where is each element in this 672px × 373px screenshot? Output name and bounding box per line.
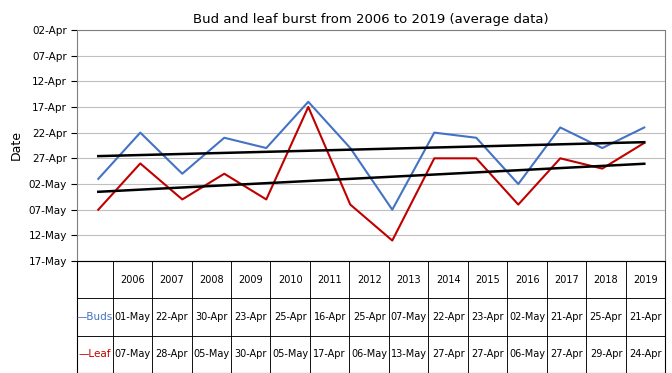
Bar (192, 261, 231, 298)
Text: 28-Apr: 28-Apr (155, 350, 188, 359)
Text: 05-May: 05-May (272, 350, 308, 359)
Text: 25-Apr: 25-Apr (353, 312, 386, 322)
Bar (547, 298, 586, 336)
Text: 17-Apr: 17-Apr (313, 350, 346, 359)
Text: 05-May: 05-May (193, 350, 229, 359)
Text: 21-Apr: 21-Apr (550, 312, 583, 322)
Text: 22-Apr: 22-Apr (155, 312, 188, 322)
Text: 06-May: 06-May (351, 350, 387, 359)
Text: 22-Apr: 22-Apr (432, 312, 464, 322)
Bar (468, 336, 507, 373)
Bar (310, 298, 349, 336)
Bar (152, 261, 192, 298)
Bar (310, 261, 349, 298)
Bar (270, 298, 310, 336)
Bar (270, 336, 310, 373)
Bar (310, 336, 349, 373)
Text: 16-Apr: 16-Apr (314, 312, 346, 322)
Bar (349, 261, 389, 298)
Text: 25-Apr: 25-Apr (590, 312, 622, 322)
Text: 27-Apr: 27-Apr (471, 350, 504, 359)
Text: 02-May: 02-May (509, 312, 545, 322)
Text: 29-Apr: 29-Apr (590, 350, 622, 359)
Text: 2017: 2017 (554, 275, 579, 285)
Text: —Buds: —Buds (77, 312, 113, 322)
Text: 07-May: 07-May (114, 350, 151, 359)
Text: 2016: 2016 (515, 275, 540, 285)
Text: 2013: 2013 (396, 275, 421, 285)
Text: 2010: 2010 (278, 275, 302, 285)
Title: Bud and leaf burst from 2006 to 2019 (average data): Bud and leaf burst from 2006 to 2019 (av… (194, 13, 549, 26)
Text: 23-Apr: 23-Apr (471, 312, 504, 322)
Bar (389, 336, 429, 373)
Bar (192, 336, 231, 373)
Text: 30-Apr: 30-Apr (195, 312, 227, 322)
Text: 24-Apr: 24-Apr (629, 350, 662, 359)
Text: 2008: 2008 (199, 275, 224, 285)
Text: 2011: 2011 (317, 275, 342, 285)
Bar (231, 298, 270, 336)
Text: 27-Apr: 27-Apr (550, 350, 583, 359)
Bar (586, 336, 626, 373)
Text: 01-May: 01-May (114, 312, 151, 322)
Text: 23-Apr: 23-Apr (235, 312, 267, 322)
Bar (192, 298, 231, 336)
Bar (231, 336, 270, 373)
Text: 2015: 2015 (475, 275, 500, 285)
Bar (547, 261, 586, 298)
Text: 13-May: 13-May (390, 350, 427, 359)
Bar (389, 298, 429, 336)
Bar (77, 261, 112, 298)
Bar (429, 298, 468, 336)
Bar (626, 298, 665, 336)
Bar (626, 336, 665, 373)
Bar (586, 261, 626, 298)
Bar (507, 336, 547, 373)
Bar (152, 298, 192, 336)
Text: 2007: 2007 (159, 275, 184, 285)
Bar (112, 261, 152, 298)
Bar (270, 261, 310, 298)
Bar (389, 261, 429, 298)
Bar (468, 261, 507, 298)
Text: 27-Apr: 27-Apr (432, 350, 464, 359)
Text: —Leaf: —Leaf (79, 350, 111, 359)
Bar (429, 336, 468, 373)
Bar (77, 298, 112, 336)
Bar (77, 336, 112, 373)
Bar (349, 298, 389, 336)
Text: 06-May: 06-May (509, 350, 545, 359)
Text: 2012: 2012 (357, 275, 382, 285)
Bar (112, 298, 152, 336)
Bar (626, 261, 665, 298)
Text: 30-Apr: 30-Apr (235, 350, 267, 359)
Bar (429, 261, 468, 298)
Text: 2019: 2019 (633, 275, 658, 285)
Bar (152, 336, 192, 373)
Bar (547, 336, 586, 373)
Text: 2018: 2018 (594, 275, 618, 285)
Text: 25-Apr: 25-Apr (274, 312, 306, 322)
Bar (349, 336, 389, 373)
Text: 2014: 2014 (436, 275, 460, 285)
Bar (507, 261, 547, 298)
Y-axis label: Date: Date (10, 131, 23, 160)
Bar (112, 336, 152, 373)
Text: 07-May: 07-May (390, 312, 427, 322)
Bar (231, 261, 270, 298)
Bar (586, 298, 626, 336)
Text: 2009: 2009 (239, 275, 263, 285)
Bar (468, 298, 507, 336)
Bar (507, 298, 547, 336)
Text: 2006: 2006 (120, 275, 144, 285)
Text: 21-Apr: 21-Apr (629, 312, 662, 322)
